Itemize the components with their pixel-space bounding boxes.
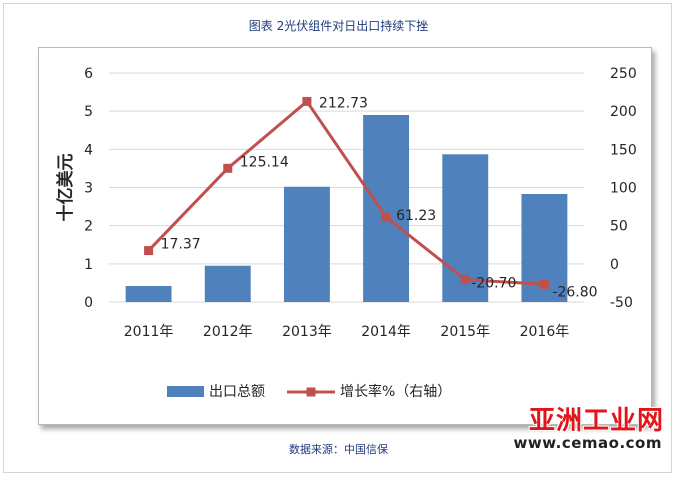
line-data-label: 212.73 <box>319 95 368 111</box>
watermark-url: www.cemao.com <box>513 434 662 452</box>
left-tick-label: 0 <box>84 295 93 311</box>
bar <box>363 114 410 302</box>
bar <box>283 186 330 302</box>
watermark: 亚洲工业网 www.cemao.com <box>508 396 670 458</box>
line-data-label: 125.14 <box>240 154 289 170</box>
right-tick-label: 0 <box>610 257 619 273</box>
right-tick-label: 100 <box>610 181 637 197</box>
data-source-note: 数据来源：中国信保 <box>289 443 388 456</box>
figure-title: 图表 2光伏组件对日出口持续下挫 <box>248 19 429 33</box>
line-marker <box>539 279 549 289</box>
line-data-label: 61.23 <box>396 208 436 224</box>
right-axis-ticks: -50 0 50 100 150 200 250 <box>610 66 637 311</box>
left-tick-label: 1 <box>84 257 93 273</box>
right-tick-label: 250 <box>610 66 637 82</box>
bar-series <box>125 114 568 302</box>
x-tick-label: 2014年 <box>361 324 411 340</box>
legend-label-line: 增长率%（右轴） <box>340 383 451 400</box>
line-data-labels: 17.37 125.14 212.73 61.23 -20.70 -26.80 <box>161 95 598 300</box>
chart-frame: 0 1 2 3 4 5 6 -50 0 50 100 150 200 250 十亿美元 2011年 2012年 2… <box>38 47 652 425</box>
bar <box>204 265 251 302</box>
line-data-label: 17.37 <box>161 237 201 253</box>
gridlines <box>109 72 584 303</box>
legend: 出口总额 增长率%（右轴） <box>167 383 451 400</box>
x-tick-label: 2015年 <box>440 324 490 340</box>
left-tick-label: 3 <box>84 181 93 197</box>
bar <box>125 285 172 302</box>
x-tick-label: 2012年 <box>203 324 253 340</box>
line-marker <box>302 96 312 106</box>
legend-label-bar: 出口总额 <box>209 384 265 400</box>
line-marker <box>381 212 391 222</box>
left-axis-ticks: 0 1 2 3 4 5 6 <box>84 66 93 311</box>
x-tick-label: 2013年 <box>282 324 332 340</box>
line-data-label: -20.70 <box>471 276 516 292</box>
right-tick-label: 50 <box>610 219 628 235</box>
watermark-logo: 亚洲工业网 <box>528 406 664 436</box>
line-series <box>144 96 549 289</box>
right-tick-label: 150 <box>610 142 637 158</box>
legend-swatch-bar <box>167 386 204 397</box>
right-tick-label: -50 <box>610 295 633 311</box>
x-tick-label: 2016年 <box>520 324 570 340</box>
legend-swatch-marker <box>306 387 316 397</box>
line-marker <box>144 246 154 256</box>
x-tick-label: 2011年 <box>124 324 174 340</box>
line-data-label: -26.80 <box>552 284 597 300</box>
line-path <box>147 99 545 286</box>
x-axis-labels: 2011年 2012年 2013年 2014年 2015年 2016年 <box>124 324 569 340</box>
left-axis-title: 十亿美元 <box>55 154 76 222</box>
left-tick-label: 2 <box>84 219 93 235</box>
left-tick-label: 6 <box>84 66 93 82</box>
left-tick-label: 4 <box>84 142 93 158</box>
right-tick-label: 200 <box>610 104 637 120</box>
left-tick-label: 5 <box>84 104 93 120</box>
line-marker <box>223 163 233 173</box>
line-marker <box>460 275 470 285</box>
